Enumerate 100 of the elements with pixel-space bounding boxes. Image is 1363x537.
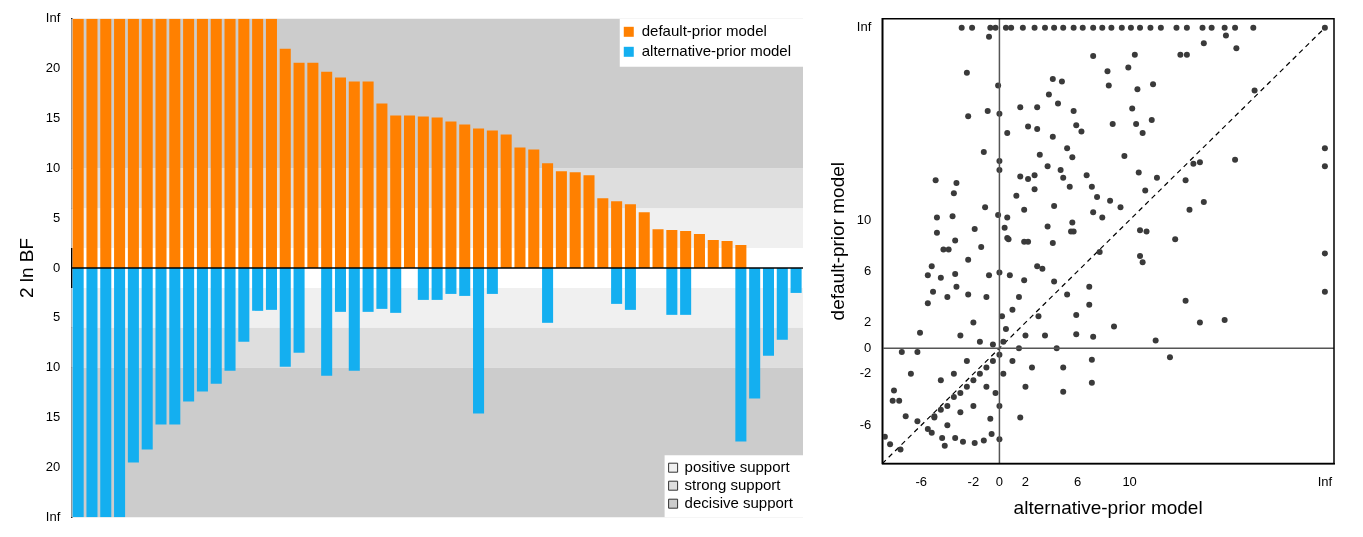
- bar: [528, 149, 540, 268]
- bar: [680, 231, 692, 268]
- bar: [376, 103, 388, 268]
- bar: [514, 147, 526, 268]
- bar: [141, 18, 153, 268]
- bar: [735, 245, 747, 268]
- bar: [155, 18, 167, 268]
- bar: [196, 18, 208, 268]
- y-tick-label: 15: [45, 110, 61, 126]
- bar: [431, 268, 443, 300]
- legend-label: positive support: [684, 458, 791, 476]
- bar: [624, 204, 636, 268]
- y-tick-label: 0: [864, 339, 872, 355]
- y-tick-label: Inf: [45, 508, 61, 524]
- y-tick-label: 15: [45, 409, 61, 425]
- x-axis-title: alternative-prior model: [1013, 496, 1203, 518]
- bar: [127, 18, 139, 268]
- bar: [100, 268, 112, 518]
- bar: [169, 268, 181, 425]
- bar: [486, 268, 498, 294]
- bar: [417, 116, 429, 268]
- bar: [321, 268, 333, 376]
- bar: [307, 62, 319, 268]
- bar: [707, 240, 719, 268]
- bar: [376, 268, 388, 309]
- y-tick-label: 0: [53, 259, 61, 275]
- bar: [279, 268, 291, 367]
- bar: [334, 268, 347, 312]
- bar: [611, 268, 623, 304]
- bar: [100, 18, 112, 268]
- bar: [762, 268, 775, 356]
- bar: [86, 268, 98, 518]
- y-tick-label: Inf: [856, 19, 872, 35]
- bar: [72, 268, 84, 518]
- bar: [196, 268, 208, 392]
- bar: [141, 268, 153, 450]
- x-tick-label: -2: [967, 473, 980, 489]
- bar: [735, 268, 747, 442]
- bar: [321, 71, 333, 268]
- bar: [238, 18, 250, 268]
- x-tick-label: 2: [1021, 473, 1030, 489]
- y-tick-label: -6: [859, 416, 872, 432]
- bar: [127, 268, 139, 463]
- x-tick-label: 6: [1073, 473, 1082, 489]
- bar: [252, 268, 264, 311]
- y-tick-label: 10: [45, 359, 61, 375]
- legend-label: alternative-prior model: [641, 41, 791, 59]
- bar: [114, 18, 126, 268]
- bar: [583, 175, 595, 268]
- bar: [666, 268, 678, 315]
- bar: [459, 268, 471, 296]
- bar: [652, 229, 664, 268]
- bar: [542, 163, 554, 268]
- bar: [555, 171, 567, 268]
- y-tick-label: -2: [859, 365, 872, 381]
- y-tick-label: 5: [53, 309, 61, 325]
- x-tick-label: -6: [915, 473, 928, 489]
- y-tick-label: 2: [864, 314, 872, 330]
- y-tick-label: 20: [45, 60, 61, 76]
- x-tick-label: 10: [1122, 473, 1137, 489]
- bar: [459, 124, 471, 268]
- bar: [334, 77, 347, 268]
- bar: [431, 117, 443, 268]
- bar: [224, 18, 236, 268]
- bar: [445, 121, 457, 268]
- bar: [155, 268, 167, 425]
- bar: [473, 268, 485, 414]
- y-tick-label: 10: [45, 159, 61, 175]
- y-tick-label: 6: [864, 262, 872, 278]
- bar: [72, 18, 84, 268]
- bar: [749, 268, 761, 399]
- bar: [776, 268, 788, 340]
- bar: [390, 268, 402, 313]
- bar: [542, 268, 554, 323]
- bar: [348, 268, 360, 371]
- legend-label: strong support: [684, 476, 782, 494]
- bar: [183, 268, 195, 402]
- bar: [417, 268, 429, 300]
- bar: [486, 130, 498, 268]
- y-axis-title: default-prior model: [826, 161, 848, 321]
- bar: [500, 134, 512, 268]
- bar: [210, 268, 222, 384]
- bar: [114, 268, 126, 518]
- bar: [183, 18, 195, 268]
- bar: [611, 201, 623, 268]
- bar: [790, 268, 802, 293]
- bar: [238, 268, 250, 342]
- bar: [680, 268, 692, 315]
- y-tick-label: 10: [856, 211, 872, 227]
- bar: [252, 18, 264, 268]
- y-axis-title: 2 ln BF: [15, 237, 37, 299]
- bar: [362, 268, 374, 312]
- bar: [445, 268, 457, 294]
- bar: [224, 268, 236, 371]
- legend-label: default-prior model: [641, 21, 767, 39]
- bar: [473, 128, 485, 268]
- x-tick-label: 0: [995, 473, 1004, 489]
- y-tick-label: Inf: [45, 10, 61, 26]
- bar: [265, 18, 277, 268]
- bar: [293, 268, 305, 353]
